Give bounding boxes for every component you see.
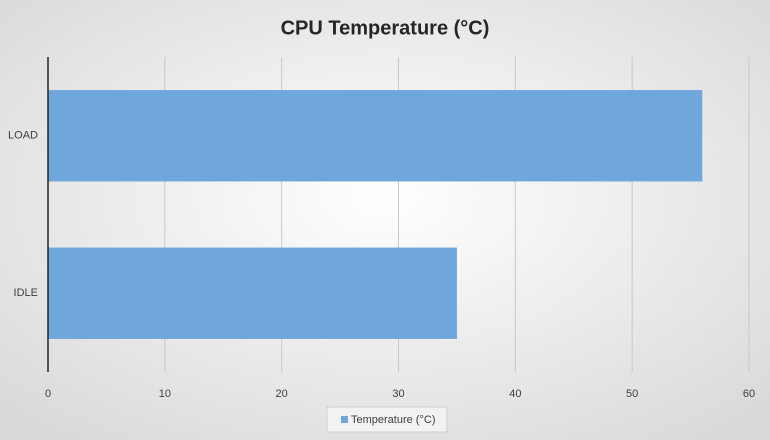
x-tick-label: 10 [159,388,171,400]
x-tick-label: 60 [743,388,755,400]
x-tick-label: 20 [276,388,288,400]
chart-title: CPU Temperature (°C) [281,17,490,39]
y-tick-label: IDLE [14,287,38,299]
bar [48,90,703,182]
x-tick-label: 50 [626,388,638,400]
legend-swatch [341,416,348,423]
x-tick-label: 30 [392,388,404,400]
y-tick-label: LOAD [8,130,38,142]
plot [48,90,703,339]
x-tick-label: 0 [45,388,51,400]
x-tick-label: 40 [509,388,521,400]
legend-label: Temperature (°C) [351,414,435,426]
bar [48,247,457,339]
